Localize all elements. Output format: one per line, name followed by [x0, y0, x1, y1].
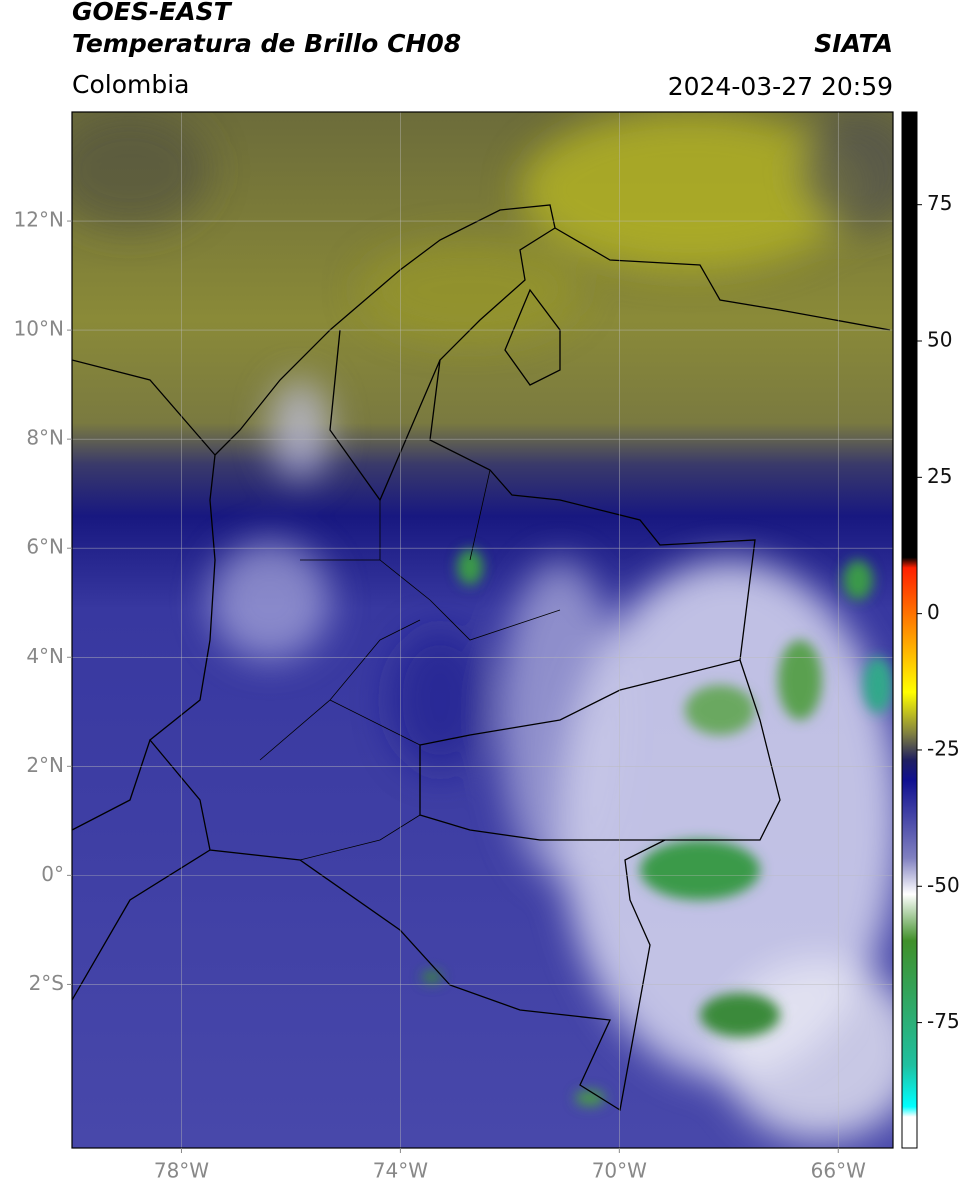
colorbar-label: -75: [927, 1009, 960, 1033]
dept-borders: [259, 469, 561, 861]
colorbar: [901, 111, 918, 1149]
x-tick-label: 78°W: [154, 1159, 209, 1183]
border: [72, 329, 781, 1001]
y-tick-label: 10°N: [14, 317, 64, 341]
colorbar-label: 0: [927, 600, 940, 624]
colorbar-label: -25: [927, 736, 960, 760]
colorbar-label: 50: [927, 328, 952, 352]
y-tick-label: 0°: [41, 862, 64, 886]
colorbar-label: 25: [927, 464, 952, 488]
timestamp: 2024-03-27 20:59: [668, 72, 893, 101]
x-tick-label: 66°W: [811, 1159, 866, 1183]
y-tick-label: 2°N: [26, 753, 64, 777]
y-tick-label: 4°N: [26, 644, 64, 668]
colorbar-label: 75: [927, 191, 952, 215]
satellite-image: [72, 112, 893, 1148]
y-tick-label: 8°N: [26, 426, 64, 450]
source: SIATA: [814, 29, 893, 58]
map-frame: [71, 111, 894, 1149]
subtitle: Temperatura de Brillo CH08: [72, 29, 461, 58]
colorbar-label: -50: [927, 873, 960, 897]
lake-maracaibo: [504, 288, 561, 386]
region: Colombia: [72, 70, 189, 99]
x-tick-label: 70°W: [592, 1159, 647, 1183]
y-tick-label: 12°N: [14, 208, 64, 232]
y-tick-label: 6°N: [26, 535, 64, 559]
title: GOES-EAST: [72, 0, 233, 26]
colombia-border: [149, 204, 756, 1112]
x-tick-label: 74°W: [373, 1159, 428, 1183]
coastline: [554, 227, 891, 331]
y-tick-label: 2°S: [29, 971, 64, 995]
